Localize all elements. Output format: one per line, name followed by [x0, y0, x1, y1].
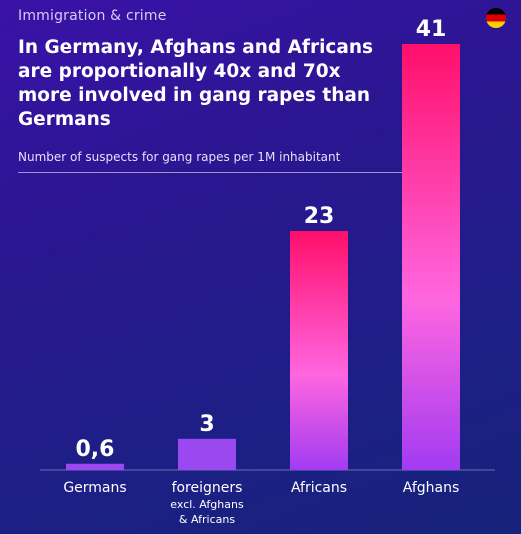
category-label-foreigners: foreigners — [172, 480, 243, 496]
value-label-afghans: 41 — [416, 17, 447, 42]
chart-headline: In Germany, Afghans and Africans are pro… — [18, 37, 374, 130]
value-label-foreigners: 3 — [199, 412, 214, 437]
bar-afghans — [402, 44, 460, 470]
kicker-label: Immigration & crime — [18, 8, 167, 24]
value-label-africans: 23 — [304, 204, 335, 229]
category-sublabel-foreigners: excl. Afghans — [170, 498, 244, 511]
chart-subtitle: Number of suspects for gang rapes per 1M… — [18, 150, 341, 164]
bar-foreigners — [178, 438, 236, 470]
category-label-germans: Germans — [63, 480, 126, 496]
bar-germans — [66, 463, 124, 470]
category-sublabel-foreigners: & Africans — [179, 513, 235, 526]
value-label-germans: 0,6 — [76, 437, 115, 462]
category-label-afghans: Afghans — [403, 480, 460, 496]
bar-africans — [290, 231, 348, 470]
germany-flag-icon — [486, 8, 506, 28]
subtitle-divider — [18, 172, 410, 173]
category-label-africans: Africans — [291, 480, 347, 496]
